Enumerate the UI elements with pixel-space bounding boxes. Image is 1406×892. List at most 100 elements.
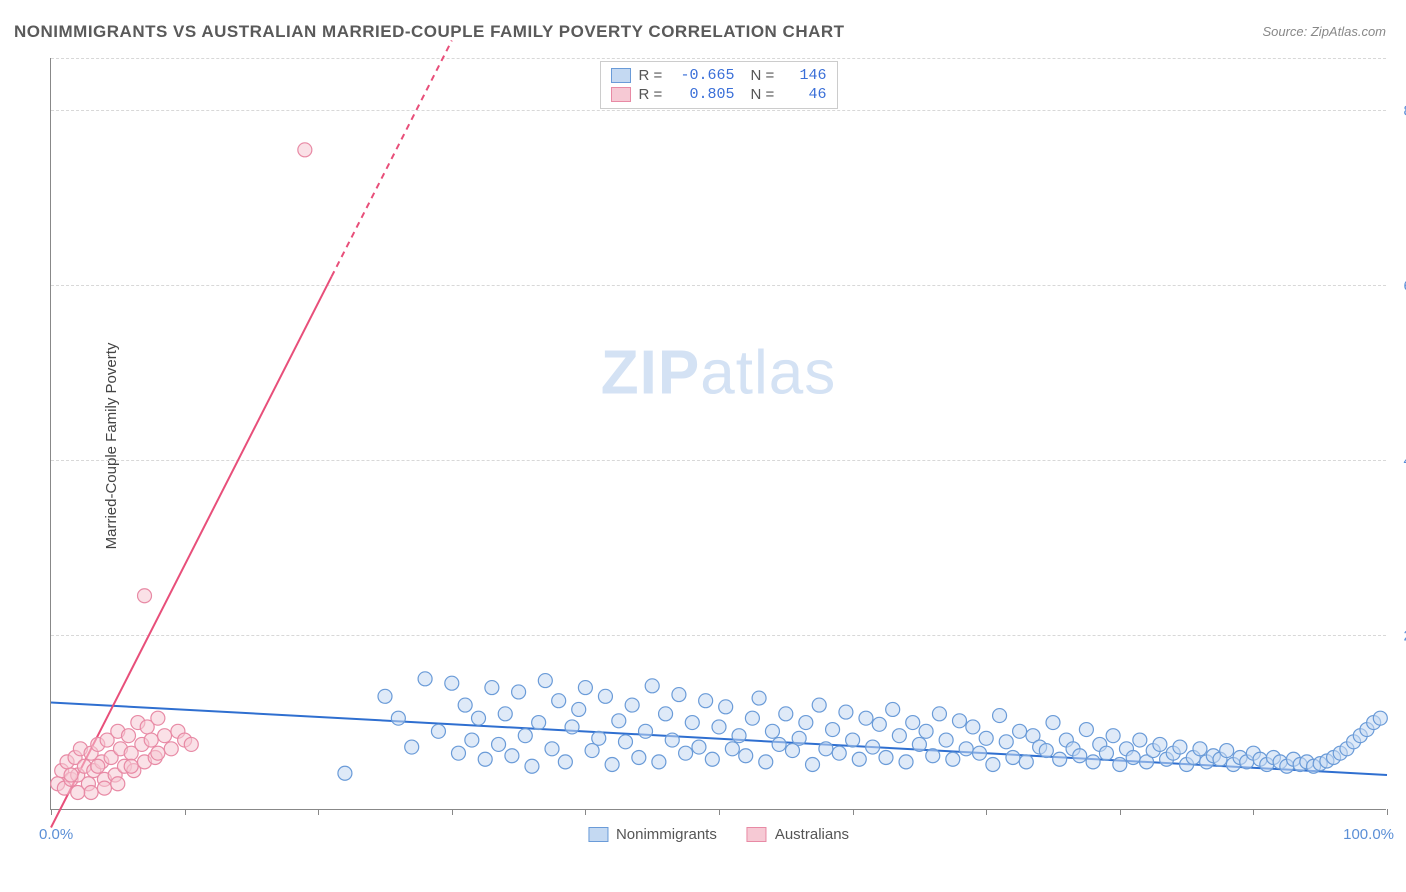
legend-swatch xyxy=(611,87,631,102)
legend-n-label: N = xyxy=(751,67,779,84)
data-point xyxy=(1106,729,1120,743)
data-point xyxy=(739,749,753,763)
data-point xyxy=(705,752,719,766)
data-point xyxy=(959,742,973,756)
legend-n-value: 46 xyxy=(787,86,827,103)
data-point xyxy=(298,143,312,157)
data-point xyxy=(538,674,552,688)
legend-r-label: R = xyxy=(639,86,667,103)
data-point xyxy=(846,733,860,747)
data-point xyxy=(899,755,913,769)
data-point xyxy=(859,711,873,725)
data-point xyxy=(659,707,673,721)
data-point xyxy=(919,724,933,738)
data-point xyxy=(1073,749,1087,763)
data-point xyxy=(812,698,826,712)
data-point xyxy=(639,724,653,738)
data-point xyxy=(979,731,993,745)
y-tick-label: 80.0% xyxy=(1391,103,1406,120)
legend-r-label: R = xyxy=(639,67,667,84)
data-point xyxy=(759,755,773,769)
data-point xyxy=(852,752,866,766)
data-point xyxy=(892,729,906,743)
data-point xyxy=(612,714,626,728)
data-point xyxy=(926,749,940,763)
data-point xyxy=(512,685,526,699)
data-point xyxy=(745,711,759,725)
data-point xyxy=(151,746,165,760)
data-point xyxy=(598,689,612,703)
data-point xyxy=(625,698,639,712)
x-tick xyxy=(51,809,52,815)
y-tick-label: 40.0% xyxy=(1391,453,1406,470)
data-point xyxy=(158,729,172,743)
data-point xyxy=(772,737,786,751)
data-point xyxy=(124,759,138,773)
legend-label: Nonimmigrants xyxy=(616,826,717,843)
data-point xyxy=(378,689,392,703)
data-point xyxy=(725,742,739,756)
data-point xyxy=(472,711,486,725)
data-point xyxy=(505,749,519,763)
data-point xyxy=(912,737,926,751)
data-point xyxy=(986,758,1000,772)
source-attribution: Source: ZipAtlas.com xyxy=(1262,24,1386,39)
data-point xyxy=(151,711,165,725)
x-tick xyxy=(719,809,720,815)
data-point xyxy=(592,731,606,745)
data-point xyxy=(886,702,900,716)
data-point xyxy=(618,735,632,749)
data-point xyxy=(685,716,699,730)
data-point xyxy=(138,589,152,603)
data-point xyxy=(999,735,1013,749)
data-point xyxy=(1013,724,1027,738)
data-point xyxy=(973,746,987,760)
data-point xyxy=(492,737,506,751)
data-point xyxy=(806,758,820,772)
data-point xyxy=(832,746,846,760)
scatter-svg xyxy=(51,58,1386,809)
data-point xyxy=(64,768,78,782)
data-point xyxy=(792,731,806,745)
data-point xyxy=(906,716,920,730)
data-point xyxy=(465,733,479,747)
data-point xyxy=(1126,751,1140,765)
data-point xyxy=(872,717,886,731)
data-point xyxy=(645,679,659,693)
x-tick xyxy=(986,809,987,815)
data-point xyxy=(679,746,693,760)
data-point xyxy=(478,752,492,766)
data-point xyxy=(1086,755,1100,769)
legend-n-label: N = xyxy=(751,86,779,103)
data-point xyxy=(826,723,840,737)
data-point xyxy=(719,700,733,714)
data-point xyxy=(532,716,546,730)
data-point xyxy=(779,707,793,721)
y-tick-label: 20.0% xyxy=(1391,628,1406,645)
data-point xyxy=(485,681,499,695)
legend-swatch xyxy=(588,827,608,842)
data-point xyxy=(525,759,539,773)
data-point xyxy=(111,777,125,791)
x-tick xyxy=(1120,809,1121,815)
data-point xyxy=(752,691,766,705)
data-point xyxy=(121,729,135,743)
trendline-extension xyxy=(332,41,452,277)
data-point xyxy=(164,742,178,756)
correlation-legend: R =-0.665N =146R =0.805N =46 xyxy=(600,61,838,109)
data-point xyxy=(799,716,813,730)
data-point xyxy=(431,724,445,738)
data-point xyxy=(418,672,432,686)
x-tick-min: 0.0% xyxy=(39,826,73,843)
x-tick xyxy=(318,809,319,815)
legend-label: Australians xyxy=(775,826,849,843)
legend-swatch xyxy=(747,827,767,842)
chart-container: NONIMMIGRANTS VS AUSTRALIAN MARRIED-COUP… xyxy=(0,0,1406,892)
data-point xyxy=(565,720,579,734)
data-point xyxy=(545,742,559,756)
x-tick xyxy=(1387,809,1388,815)
legend-r-value: -0.665 xyxy=(675,67,735,84)
data-point xyxy=(1193,742,1207,756)
data-point xyxy=(1173,740,1187,754)
data-point xyxy=(1039,744,1053,758)
